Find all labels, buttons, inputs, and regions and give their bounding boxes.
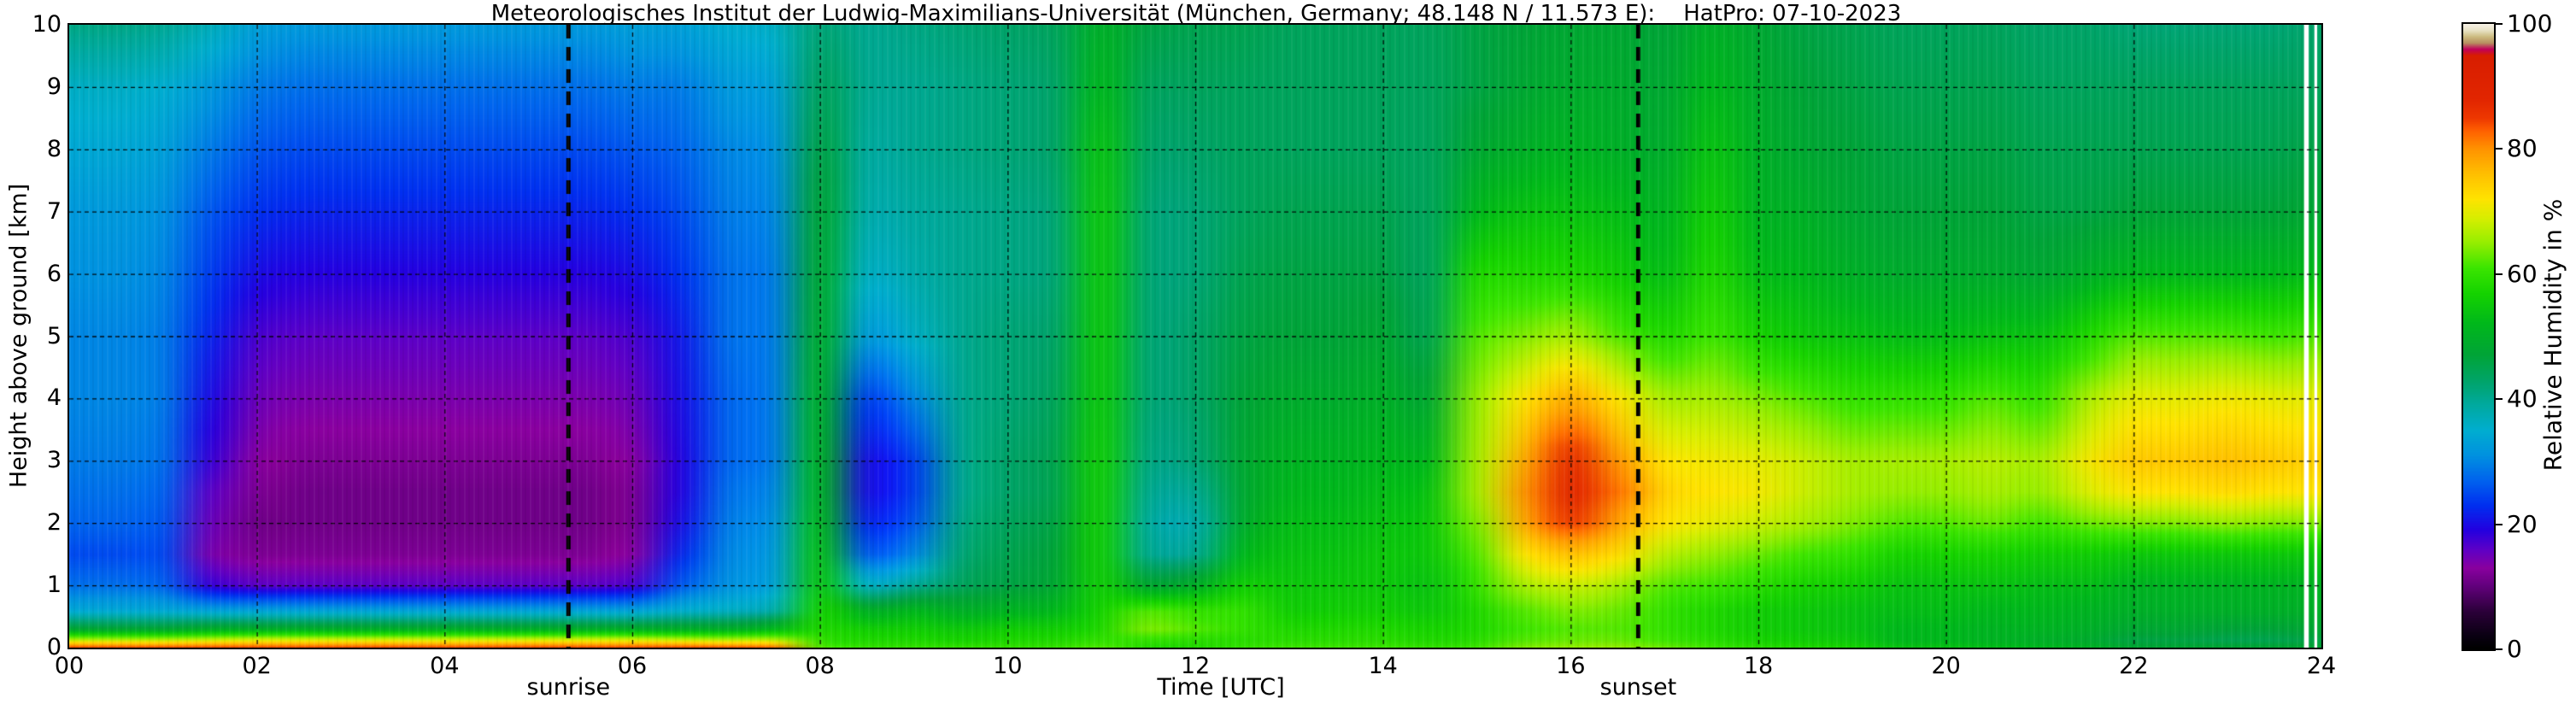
colorbar: [2462, 22, 2496, 651]
x-tick-label: 06: [617, 653, 648, 679]
y-tick-label: 6: [46, 260, 62, 287]
y-tick-label: 7: [46, 197, 62, 225]
y-tick-label: 1: [46, 572, 62, 599]
x-tick-label: 14: [1368, 653, 1398, 679]
colorbar-tick-mark: [2496, 398, 2503, 401]
y-tick-label: 4: [46, 384, 62, 412]
x-tick-label: 20: [1931, 653, 1961, 679]
colorbar-tick-label: 40: [2507, 384, 2538, 414]
y-tick-label: 8: [46, 135, 62, 162]
colorbar-tick-label: 100: [2507, 9, 2553, 38]
colorbar-tick-mark: [2496, 523, 2503, 525]
x-tick-label: 18: [1743, 653, 1774, 679]
x-axis-label: Time [UTC]: [1157, 674, 1285, 701]
x-tick-label: 24: [2306, 653, 2337, 679]
sunrise-annotation: sunrise: [526, 674, 611, 701]
x-tick-label: 16: [1556, 653, 1586, 679]
x-tick-label: 10: [993, 653, 1023, 679]
x-tick-label: 04: [430, 653, 460, 679]
heatmap-canvas: [69, 25, 2321, 648]
colorbar-tick-mark: [2496, 23, 2503, 25]
figure-title: Meteorologisches Institut der Ludwig-Max…: [490, 1, 1902, 26]
y-tick-label: 0: [46, 634, 62, 660]
y-tick-label: 9: [46, 73, 62, 100]
colorbar-tick-label: 80: [2507, 134, 2538, 163]
colorbar-tick-label: 0: [2507, 635, 2522, 663]
colorbar-tick-label: 20: [2507, 509, 2538, 538]
colorbar-canvas: [2463, 24, 2494, 649]
colorbar-tick-label: 60: [2507, 259, 2538, 288]
plot-area: [67, 23, 2323, 649]
y-tick-label: 5: [46, 322, 62, 349]
colorbar-tick-mark: [2496, 273, 2503, 275]
x-tick-label: 12: [1180, 653, 1211, 679]
x-tick-label: 22: [2119, 653, 2149, 679]
colorbar-tick-mark: [2496, 648, 2503, 650]
y-tick-label: 3: [46, 447, 62, 474]
x-tick-label: 02: [242, 653, 272, 679]
colorbar-label: Relative Humidity in %: [2538, 198, 2567, 472]
sunset-annotation: sunset: [1599, 674, 1677, 701]
x-tick-label: 00: [54, 653, 85, 679]
y-tick-label: 10: [32, 11, 62, 38]
x-tick-label: 08: [805, 653, 835, 679]
y-tick-label: 2: [46, 509, 62, 537]
colorbar-tick-mark: [2496, 148, 2503, 150]
